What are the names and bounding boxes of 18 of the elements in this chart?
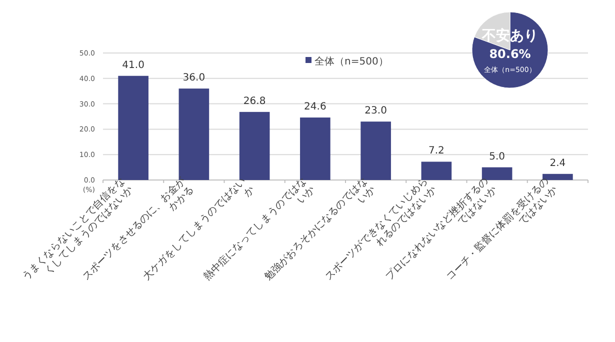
data-label: 36.0: [182, 72, 206, 84]
data-label: 7.2: [428, 146, 444, 157]
bar: [300, 118, 330, 180]
data-label: 5.0: [489, 151, 506, 162]
data-label: 2.4: [550, 158, 566, 169]
bar: [482, 167, 512, 180]
data-label: 26.8: [243, 96, 266, 107]
data-label: 23.0: [364, 106, 387, 117]
data-label: 80.6%: [489, 47, 531, 61]
bar: [239, 112, 270, 180]
bar: [118, 76, 148, 180]
bar: [542, 174, 573, 180]
bar: [360, 122, 391, 180]
data-label: 24.6: [304, 102, 326, 113]
bar: [421, 162, 452, 180]
legend-label: 全体（n=500）: [314, 56, 388, 68]
data-label: 41.0: [122, 60, 144, 71]
pie-slice: [472, 12, 548, 88]
